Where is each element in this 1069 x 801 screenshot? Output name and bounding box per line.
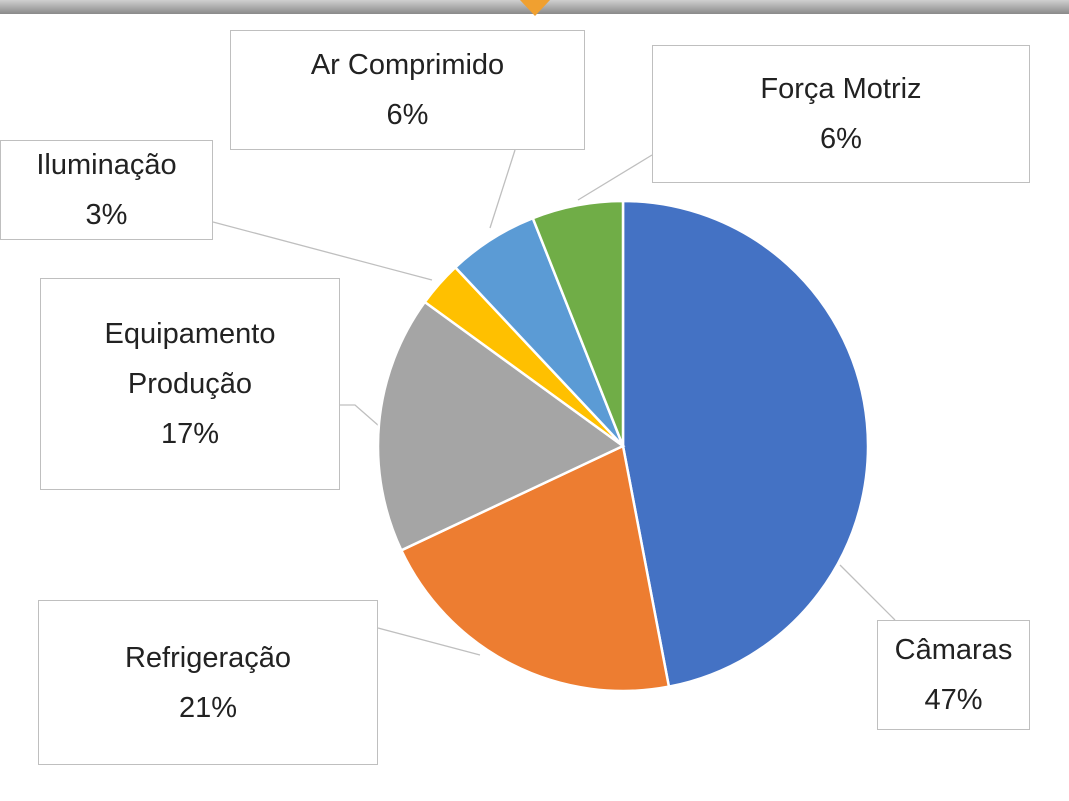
- data-label: Equipamento Produção 17%: [40, 278, 340, 490]
- leader-line: [377, 627, 481, 656]
- leader-line: [489, 149, 516, 229]
- pie-slice: [376, 300, 626, 552]
- value-label: 3%: [85, 199, 128, 231]
- data-label: Iluminação 3%: [0, 140, 213, 240]
- pie-slice: [531, 199, 625, 447]
- value-label: 21%: [178, 691, 238, 724]
- header-marker: [520, 0, 550, 16]
- category-label: Equipamento Produção: [104, 318, 276, 400]
- data-label: Ar Comprimido 6%: [230, 30, 585, 150]
- leader-line: [577, 154, 653, 201]
- category-label: Refrigeração: [124, 641, 292, 674]
- category-label: Força Motriz: [760, 73, 922, 105]
- value-label: 47%: [924, 684, 983, 716]
- pie-slice: [399, 444, 671, 693]
- leader-line: [839, 564, 896, 621]
- pie-slice: [621, 199, 870, 689]
- data-label: Refrigeração 21%: [38, 600, 378, 765]
- category-label: Iluminação: [36, 149, 177, 181]
- category-label: Ar Comprimido: [310, 49, 505, 81]
- data-label: Força Motriz 6%: [652, 45, 1030, 183]
- category-label: Câmaras: [894, 634, 1013, 666]
- leader-line: [212, 221, 433, 281]
- value-label: 6%: [386, 99, 429, 131]
- value-label: 6%: [820, 123, 862, 155]
- data-label: Câmaras 47%: [877, 620, 1030, 730]
- value-label: 17%: [160, 418, 220, 450]
